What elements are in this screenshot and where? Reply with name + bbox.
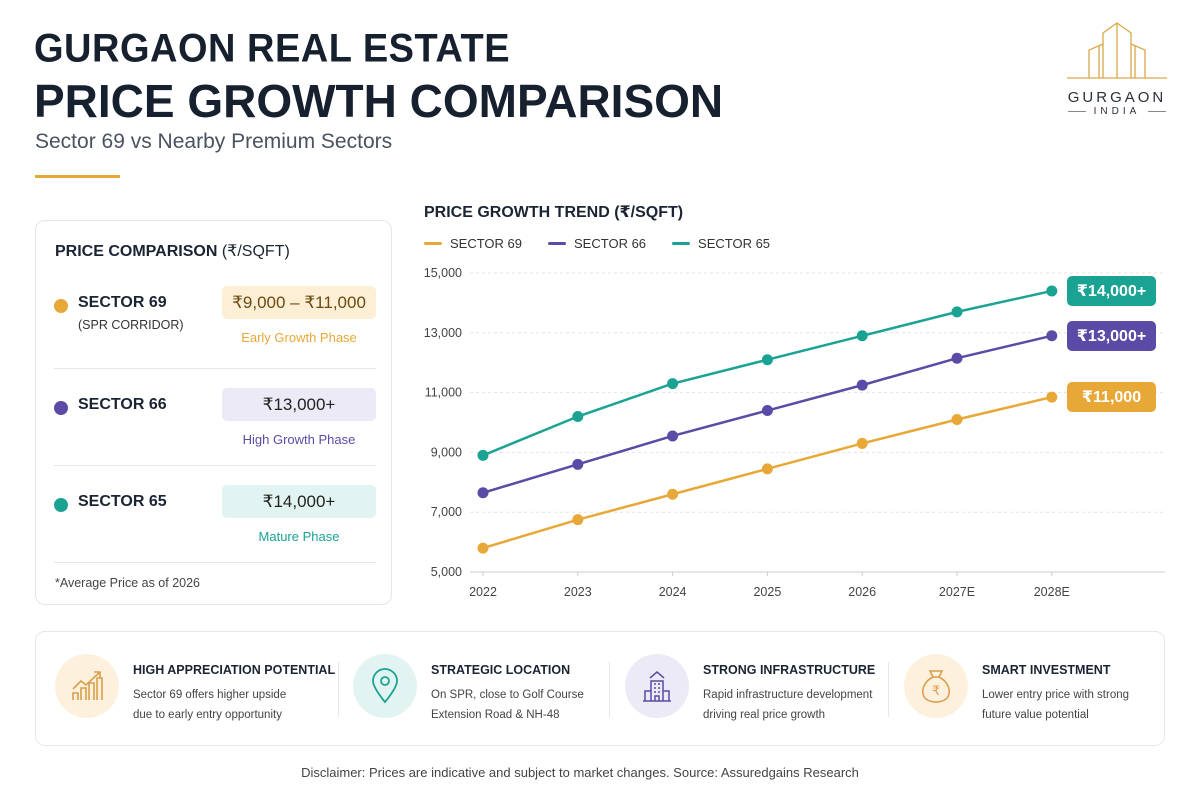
data-point	[667, 378, 679, 390]
sector-note: (SPR CORRIDOR)	[78, 318, 184, 332]
data-point	[1046, 330, 1058, 342]
feature-title: HIGH APPRECIATION POTENTIAL	[133, 663, 336, 677]
series-line-sector-65	[482, 289, 1053, 457]
x-tick-label: 2026	[848, 585, 876, 599]
feature-description: Sector 69 offers higher upside due to ear…	[133, 689, 287, 721]
y-tick-label: 11,000	[425, 386, 462, 400]
skyline-logo-icon	[1067, 22, 1167, 79]
phase-label: High Growth Phase	[242, 432, 356, 447]
chart-legend: SECTOR 69 SECTOR 66 SECTOR 65	[424, 236, 770, 251]
data-point	[856, 437, 868, 449]
x-tick-label: 2022	[469, 585, 497, 599]
feature-title: STRONG INFRASTRUCTURE	[703, 663, 876, 677]
x-tick-label: 2027E	[939, 585, 975, 599]
card-title: PRICE COMPARISON (₹/SQFT)	[55, 243, 290, 260]
sector-66-dot	[54, 401, 68, 415]
legend-item-sector-66: SECTOR 66	[548, 236, 646, 251]
sector-65-dot	[54, 498, 68, 512]
data-point	[761, 463, 773, 475]
phase-label: Early Growth Phase	[241, 330, 357, 345]
footnote: *Average Price as of 2026	[55, 576, 201, 590]
data-point	[572, 514, 584, 526]
data-point	[761, 354, 773, 366]
logo-name: GURGAON	[1067, 89, 1167, 106]
divider	[54, 562, 376, 563]
y-tick-label: 5,000	[431, 565, 462, 579]
divider	[888, 662, 889, 717]
legend-item-sector-65: SECTOR 65	[672, 236, 770, 251]
feature-description: On SPR, close to Golf Course Extension Ro…	[431, 689, 584, 721]
feature-title: SMART INVESTMENT	[982, 663, 1111, 677]
divider	[54, 368, 376, 369]
y-tick-label: 7,000	[431, 505, 462, 519]
end-value-label: ₹14,000+	[1067, 275, 1156, 306]
data-point	[761, 405, 773, 417]
title-line-2: PRICE GROWTH COMPARISON	[34, 75, 724, 127]
x-tick-label: 2025	[753, 585, 781, 599]
divider	[609, 662, 610, 717]
price-badge: ₹9,000 – ₹11,000	[222, 286, 376, 319]
end-value-label: ₹11,000	[1067, 382, 1156, 413]
y-tick-label: 15,000	[424, 266, 462, 280]
x-tick-label: 2024	[659, 585, 687, 599]
sector-name: SECTOR 65	[78, 493, 167, 510]
end-value-label: ₹13,000+	[1067, 320, 1156, 351]
phase-label: Mature Phase	[258, 529, 340, 544]
feature-description: Lower entry price with strong future valu…	[982, 689, 1130, 721]
svg-text:₹: ₹	[932, 683, 940, 698]
x-tick-label: 2028E	[1034, 585, 1070, 599]
feature-appreciation: HIGH APPRECIATION POTENTIAL Sector 69 of…	[55, 654, 340, 724]
data-point	[667, 488, 679, 500]
data-point	[477, 487, 489, 499]
features-strip: HIGH APPRECIATION POTENTIAL Sector 69 of…	[35, 631, 1165, 746]
divider	[338, 662, 339, 717]
growth-chart-icon	[55, 654, 119, 718]
data-point	[572, 458, 584, 470]
logo-country: INDIA	[1062, 106, 1172, 117]
subtitle: Sector 69 vs Nearby Premium Sectors	[35, 130, 393, 153]
feature-title: STRATEGIC LOCATION	[431, 663, 571, 677]
divider	[54, 465, 376, 466]
location-pin-icon	[353, 654, 417, 718]
sector-69-dot	[54, 299, 68, 313]
x-tick-label: 2023	[564, 585, 592, 599]
data-point	[1046, 285, 1058, 297]
price-trend-chart: 5,000 7,000 9,000 11,000 13,000 15,000 2022 202…	[424, 266, 1165, 599]
data-point	[951, 306, 963, 318]
money-bag-icon: ₹	[904, 654, 968, 718]
sector-name: SECTOR 69	[78, 294, 167, 311]
disclaimer: Disclaimer: Prices are indicative and su…	[301, 765, 859, 780]
data-point	[951, 414, 963, 426]
data-point	[572, 411, 584, 423]
data-point	[477, 542, 489, 554]
data-point	[951, 352, 963, 364]
data-point	[477, 449, 489, 461]
building-icon	[625, 654, 689, 718]
price-badge: ₹14,000+	[222, 485, 376, 518]
feature-investment: ₹ SMART INVESTMENT Lower entry price wit…	[904, 654, 1189, 724]
chart-title: PRICE GROWTH TREND (₹/SQFT)	[424, 204, 684, 221]
title-line-1: GURGAON REAL ESTATE	[34, 26, 511, 72]
data-point	[856, 379, 868, 391]
legend-item-sector-69: SECTOR 69	[424, 236, 522, 251]
data-point	[1046, 391, 1058, 403]
y-tick-label: 9,000	[431, 445, 462, 459]
accent-divider	[35, 175, 120, 178]
logo: GURGAON INDIA	[1062, 18, 1172, 117]
data-point	[667, 430, 679, 442]
price-badge: ₹13,000+	[222, 388, 376, 421]
feature-location: STRATEGIC LOCATION On SPR, close to Golf…	[353, 654, 638, 724]
y-tick-label: 13,000	[424, 326, 462, 340]
feature-description: Rapid infrastructure development driving …	[703, 689, 873, 721]
price-comparison-card: PRICE COMPARISON (₹/SQFT) SECTOR 69 (SPR…	[35, 220, 392, 605]
data-point	[856, 330, 868, 342]
sector-name: SECTOR 66	[78, 396, 167, 413]
feature-infrastructure: STRONG INFRASTRUCTURE Rapid infrastructu…	[625, 654, 910, 724]
